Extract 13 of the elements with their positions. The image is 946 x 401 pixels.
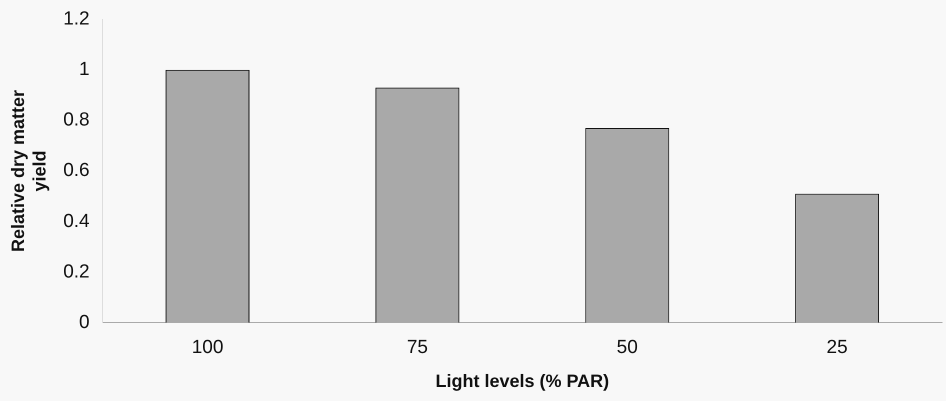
y-tick-label: 0.8 xyxy=(63,110,90,131)
x-tick-label: 75 xyxy=(406,337,428,358)
x-tick-label: 100 xyxy=(192,337,224,358)
x-tick-label: 25 xyxy=(826,337,848,358)
y-tick-label: 0 xyxy=(79,312,90,333)
y-tick-label: 0.4 xyxy=(63,210,90,232)
y-tick-label: 0.6 xyxy=(63,160,90,182)
y-tick-label: 1 xyxy=(79,59,90,80)
y-tick-label: 0.2 xyxy=(63,261,90,282)
y-tick-label: 1.2 xyxy=(63,8,90,30)
y-axis-title: Relative dry matter yield xyxy=(8,90,50,252)
x-axis-title: Light levels (% PAR) xyxy=(435,371,610,392)
x-tick-label: 50 xyxy=(616,337,638,358)
